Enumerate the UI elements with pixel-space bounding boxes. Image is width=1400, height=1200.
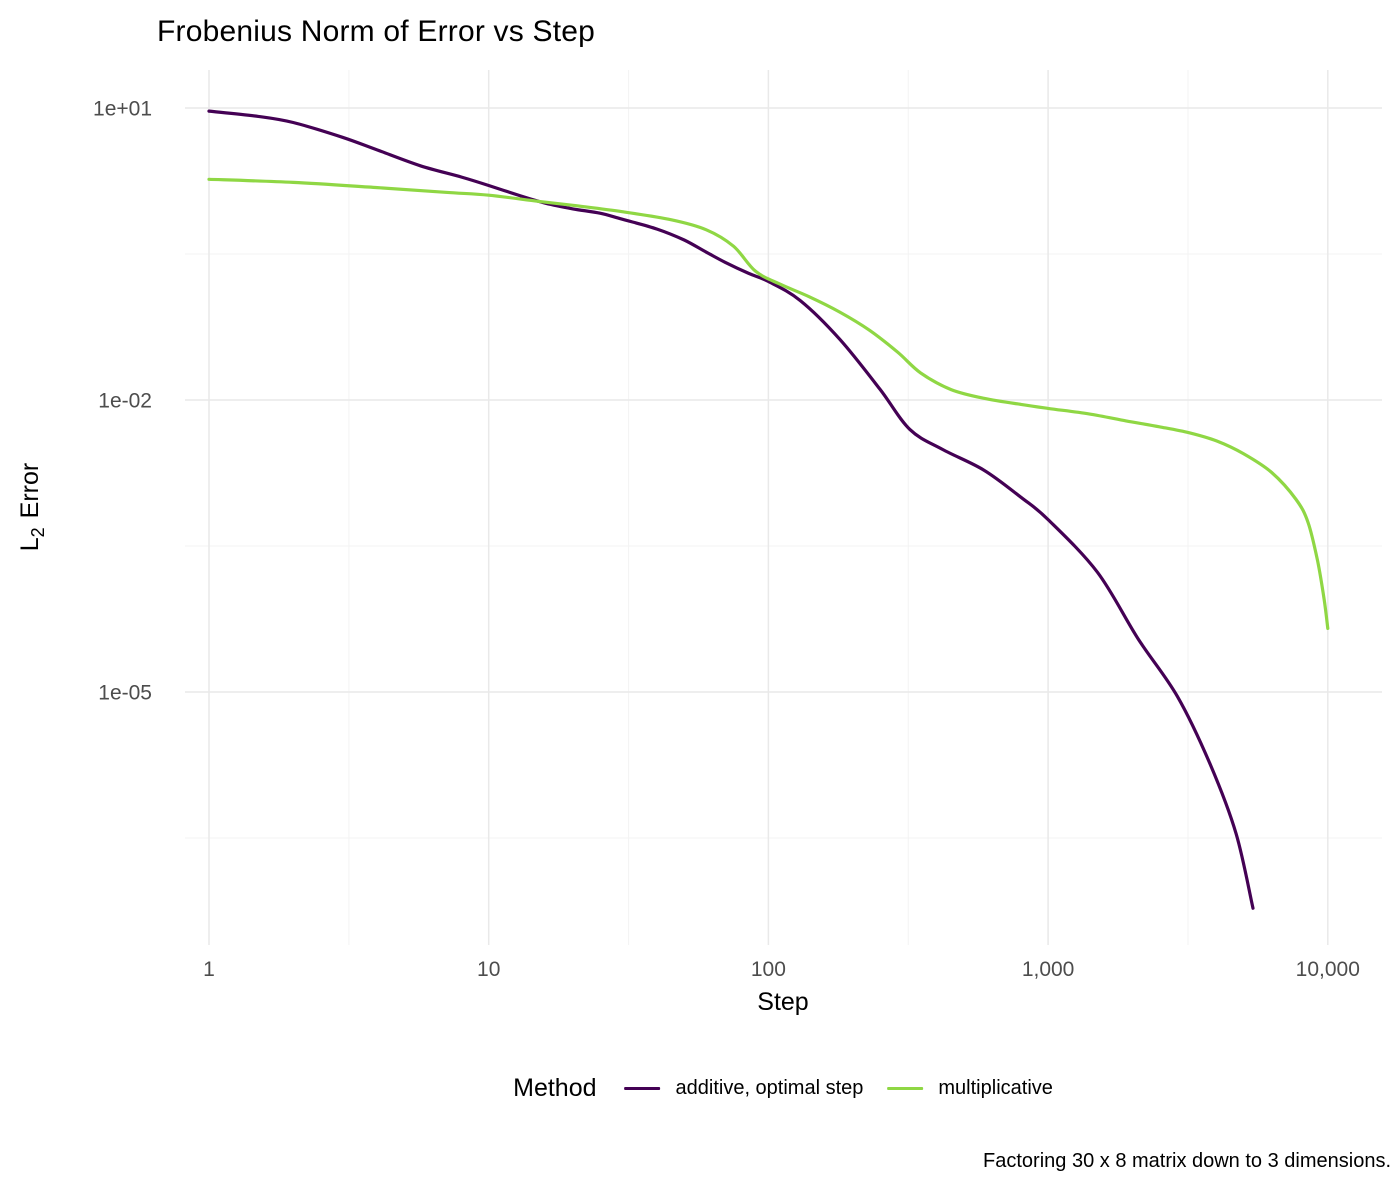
legend-label: multiplicative	[938, 1077, 1053, 1099]
chart-title: Frobenius Norm of Error vs Step	[157, 15, 596, 48]
y-tick-label: 1e+01	[93, 98, 152, 121]
x-tick-label: 100	[751, 958, 786, 981]
x-tick-label: 1,000	[1022, 958, 1075, 981]
legend-item-multiplicative: multiplicative	[887, 1077, 1053, 1100]
x-axis-title: Step	[757, 988, 808, 1016]
series-line-additive	[207, 109, 1255, 910]
legend-key-line	[887, 1086, 924, 1091]
legend-key-line	[624, 1086, 661, 1091]
legend-item-additive: additive, optimal step	[624, 1077, 864, 1100]
chart-canvas: 1e+01 1e-02 1e-05 1 10 100 1,000 10,000 Step L2Er…	[16, 70, 1382, 1016]
series-line-multiplicative	[207, 177, 1330, 630]
legend-title: Method	[513, 1074, 597, 1102]
y-tick-label: 1e-02	[98, 390, 152, 413]
y-tick-label: 1e-05	[98, 682, 152, 705]
legend-label: additive, optimal step	[675, 1077, 864, 1099]
chart-legend: Method additive, optimal step multiplicati…	[513, 1074, 1053, 1103]
chart-caption: Factoring 30 x 8 matrix down to 3 dimens…	[983, 1150, 1391, 1172]
x-tick-label: 1	[203, 958, 215, 981]
y-axis-title: L2Error	[16, 463, 48, 551]
x-tick-label: 10	[477, 958, 500, 981]
x-tick-label: 10,000	[1296, 958, 1360, 981]
